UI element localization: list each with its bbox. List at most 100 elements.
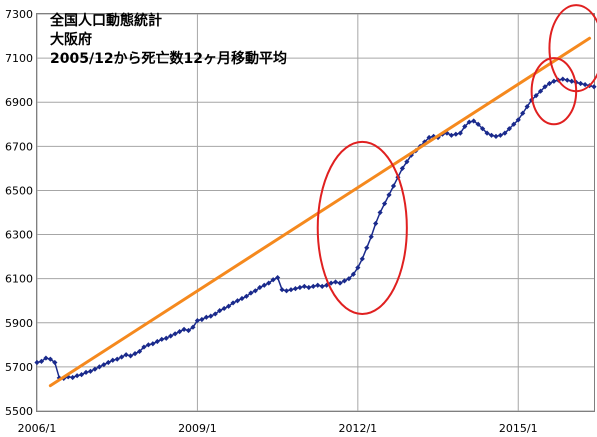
data-point-marker [297, 284, 303, 291]
data-point-marker [444, 130, 450, 136]
y-tick-label: 7300 [5, 8, 33, 21]
data-point-marker [546, 80, 553, 87]
data-point-marker [234, 298, 241, 304]
data-point-marker [497, 132, 504, 138]
data-point-marker [484, 130, 490, 136]
data-point-marker [239, 295, 245, 302]
x-tick-label: 2006/1 [18, 422, 57, 435]
data-point-marker [350, 271, 356, 277]
plot-area-frame [36, 13, 595, 412]
data-point-marker [194, 317, 201, 324]
data-point-marker [346, 276, 352, 282]
data-point-marker [168, 333, 174, 339]
y-tick-label: 6500 [5, 184, 33, 197]
data-point-marker [332, 279, 339, 285]
highlight-ellipse [316, 140, 408, 315]
data-point-marker [243, 293, 250, 299]
data-point-marker [270, 277, 276, 283]
data-point-marker [141, 344, 147, 350]
data-point-marker [56, 375, 62, 381]
data-point-marker [462, 123, 468, 130]
data-point-marker [502, 130, 508, 136]
data-point-marker [306, 284, 312, 291]
data-point-marker [212, 311, 218, 317]
data-point-marker [288, 287, 294, 293]
data-point-marker [488, 132, 495, 138]
title-line-2: 大阪府 [50, 31, 92, 48]
data-point-marker [47, 356, 53, 362]
data-point-marker [96, 364, 102, 370]
y-tick-label: 6900 [5, 96, 33, 109]
data-point-marker [404, 159, 410, 165]
data-point-marker [181, 326, 187, 332]
data-point-marker [203, 314, 209, 320]
y-tick-label: 5900 [5, 317, 33, 330]
data-point-marker [127, 353, 134, 359]
data-point-marker [123, 352, 129, 358]
data-point-marker [105, 359, 111, 366]
data-point-marker [564, 77, 570, 83]
y-tick-label: 5500 [5, 405, 33, 418]
data-point-marker [83, 369, 89, 376]
data-point-marker [533, 93, 539, 99]
data-point-marker [315, 282, 321, 288]
data-point-marker [70, 374, 76, 381]
data-point-marker [52, 359, 58, 366]
trend-line [48, 36, 592, 388]
data-point-marker [520, 110, 526, 116]
data-point-marker [292, 285, 299, 292]
x-axis-ticks: 2006/1 2009/1 2012/1 2015/1 [18, 422, 538, 435]
series-layer [34, 36, 597, 388]
x-tick-label: 2015/1 [499, 422, 538, 435]
data-point-marker [582, 81, 588, 88]
y-tick-label: 7100 [5, 52, 33, 65]
data-point-marker [471, 118, 477, 124]
data-point-marker [511, 121, 517, 127]
y-tick-label: 5700 [5, 361, 33, 374]
data-point-marker [217, 308, 223, 314]
data-point-marker [172, 331, 178, 337]
data-point-marker [283, 288, 290, 294]
data-point-marker [524, 104, 530, 110]
data-point-marker [390, 183, 397, 189]
data-point-marker [569, 78, 575, 84]
data-point-marker [119, 354, 125, 360]
x-tick-label: 2012/1 [338, 422, 377, 435]
data-point-marker [493, 133, 499, 140]
data-point-marker [364, 245, 370, 251]
data-point-marker [208, 313, 214, 319]
data-point-marker [257, 284, 263, 291]
data-point-marker [199, 316, 205, 323]
y-tick-label: 6300 [5, 229, 33, 242]
data-point-marker [38, 358, 45, 364]
data-point-marker [480, 126, 486, 132]
data-point-marker [230, 300, 236, 306]
data-point-marker [515, 117, 521, 123]
data-point-marker [74, 373, 80, 379]
data-point-marker [185, 327, 192, 334]
data-point-marker [159, 336, 165, 342]
data-point-marker [537, 88, 544, 94]
data-point-marker [145, 342, 151, 348]
data-point-marker [301, 283, 307, 289]
annotation-layer [316, 4, 597, 315]
data-point-marker [551, 78, 557, 84]
highlight-ellipse [548, 4, 597, 93]
data-point-marker [560, 76, 566, 82]
data-point-marker [190, 324, 196, 330]
data-point-marker [279, 287, 285, 293]
data-point-marker [506, 126, 512, 132]
data-point-marker [248, 290, 254, 296]
data-point-marker [341, 278, 348, 284]
title-line-1: 全国人口動態統計 [49, 12, 162, 29]
data-point-marker [319, 283, 325, 289]
data-point-marker [114, 356, 120, 362]
data-point-marker [386, 192, 392, 198]
data-point-marker [34, 359, 40, 366]
data-point-marker [101, 362, 107, 368]
data-point-marker [87, 368, 94, 374]
data-point-marker [475, 121, 481, 127]
data-point-marker [578, 80, 584, 87]
data-point-marker [221, 305, 227, 312]
